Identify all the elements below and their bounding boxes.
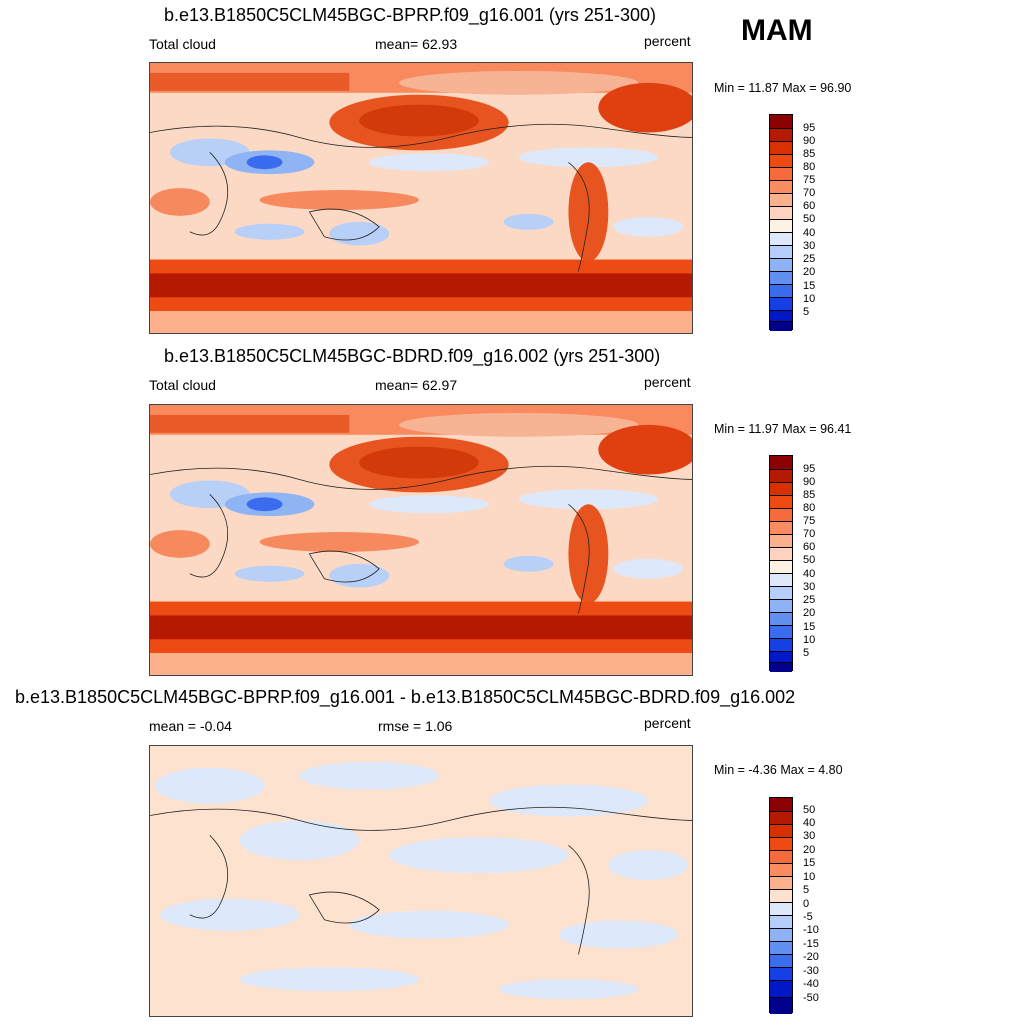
panel-1-colorbar (769, 114, 793, 331)
panel-1-contour-field (150, 63, 692, 333)
panel-2-tick: 75 (803, 515, 816, 527)
coastline-icon (150, 806, 692, 831)
panel-1-tick: 80 (803, 161, 816, 173)
panel-3-tick: -40 (803, 978, 819, 990)
panel-2-minmax: Min = 11.97 Max = 96.41 (714, 422, 852, 436)
panel-3-tick: -50 (803, 992, 819, 1004)
season-label: MAM (741, 14, 813, 47)
panel-1-mean-label: mean= 62.93 (375, 36, 458, 52)
panel-1-tick: 40 (803, 227, 816, 239)
panel-2-units-label: percent (644, 374, 691, 390)
panel-1-tick: 10 (803, 293, 816, 305)
panel-2-tick: 20 (803, 607, 816, 619)
panel-2-mean-label: mean= 62.97 (375, 377, 458, 393)
panel-2-tick: 25 (803, 594, 816, 606)
panel-3-tick: 5 (803, 884, 810, 896)
panel-2-tick: 30 (803, 581, 816, 593)
panel-1-minmax: Min = 11.87 Max = 96.90 (714, 81, 852, 95)
panel-3-mean-label: mean = -0.04 (149, 718, 232, 734)
panel-3-tick: 0 (803, 898, 810, 910)
panel-1-tick: 85 (803, 148, 816, 160)
panel-1-tick: 95 (803, 122, 816, 134)
panel-1-units-label: percent (644, 33, 691, 49)
panel-1-title: b.e13.B1850C5CLM45BGC-BPRP.f09_g16.001 (… (164, 5, 656, 25)
panel-3-tick: 30 (803, 830, 816, 842)
panel-3-tick: -20 (803, 951, 819, 963)
coastline-icon (150, 465, 692, 490)
panel-1-tick: 15 (803, 280, 816, 292)
panel-2-tick: 50 (803, 554, 816, 566)
panel-2-title: b.e13.B1850C5CLM45BGC-BDRD.f09_g16.002 (… (164, 346, 661, 366)
panel-3-tick: 50 (803, 804, 816, 816)
panel-2-tick: 10 (803, 634, 816, 646)
panel-1-tick: 20 (803, 266, 816, 278)
panel-3-tick: -5 (803, 911, 813, 923)
panel-3-colorbar (769, 797, 793, 1014)
panel-1-tick: 50 (803, 213, 816, 225)
panel-3-units-label: percent (644, 715, 691, 731)
panel-3-tick: 10 (803, 871, 816, 883)
panel-2-tick: 40 (803, 568, 816, 580)
panel-3-tick: 15 (803, 857, 816, 869)
panel-3-tick: 40 (803, 817, 816, 829)
panel-3-title: b.e13.B1850C5CLM45BGC-BPRP.f09_g16.001 -… (15, 687, 796, 707)
panel-2-tick: 15 (803, 621, 816, 633)
panel-1-tick: 60 (803, 200, 816, 212)
panel-3-tick: -10 (803, 924, 819, 936)
panel-2-tick: 85 (803, 489, 816, 501)
panel-2-tick: 90 (803, 476, 816, 488)
panel-1-tick: 25 (803, 253, 816, 265)
panel-1-tick: 90 (803, 135, 816, 147)
panel-2-tick: 70 (803, 528, 816, 540)
panel-1-map (149, 62, 693, 334)
panel-2-map (149, 404, 693, 676)
panel-2-tick: 60 (803, 541, 816, 553)
coastline-icon (150, 123, 692, 148)
panel-3-rmse-label: rmse = 1.06 (378, 718, 453, 734)
panel-3-map (149, 745, 693, 1017)
panel-1-tick: 75 (803, 174, 816, 186)
panel-3-tick: -15 (803, 938, 819, 950)
panel-2-tick: 5 (803, 647, 810, 659)
panel-1-tick: 70 (803, 187, 816, 199)
panel-1-tick: 30 (803, 240, 816, 252)
panel-2-tick: 80 (803, 502, 816, 514)
panel-2-contour-field (150, 405, 692, 675)
panel-2-tick: 95 (803, 463, 816, 475)
panel-3-tick: -30 (803, 965, 819, 977)
panel-1-tick: 5 (803, 306, 810, 318)
panel-1-variable-label: Total cloud (149, 36, 216, 52)
panel-2-colorbar (769, 455, 793, 672)
panel-3-contour-field (150, 746, 692, 1016)
panel-3-minmax: Min = -4.36 Max = 4.80 (714, 763, 843, 777)
panel-2-variable-label: Total cloud (149, 377, 216, 393)
panel-3-tick: 20 (803, 844, 816, 856)
